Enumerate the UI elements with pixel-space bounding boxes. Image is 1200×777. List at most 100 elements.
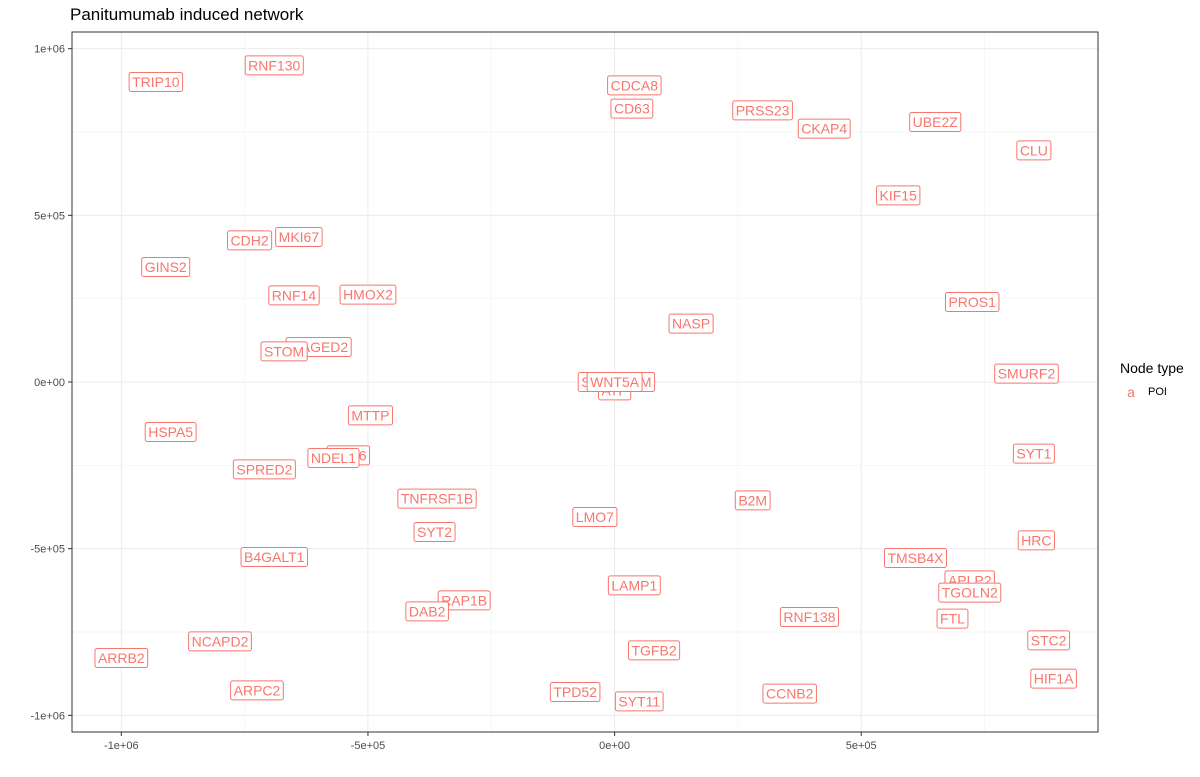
label-box	[762, 683, 817, 704]
label-text: HSPA5	[148, 424, 193, 440]
point-label: PROS1	[944, 292, 1000, 312]
label-box	[586, 372, 643, 392]
point-label: HRC	[1017, 530, 1056, 551]
legend-label: POI	[1148, 386, 1167, 398]
point-label: CDH2	[227, 230, 273, 251]
label-box	[572, 507, 618, 527]
label-box	[668, 313, 714, 334]
label-box	[413, 522, 456, 542]
point-label: TGOLN2	[938, 582, 1002, 603]
y-tick-label: 5e+05	[34, 210, 65, 222]
label-box	[734, 490, 771, 511]
label-text: B2M	[738, 492, 767, 508]
label-box	[141, 257, 191, 277]
point-label: NDEL1	[307, 448, 360, 468]
label-text: PRSS23	[736, 102, 790, 118]
point-label: CKAP4	[797, 118, 851, 139]
label-box	[405, 601, 449, 622]
legend-entry: a POI	[1120, 384, 1200, 400]
label-text: MTTP	[351, 407, 389, 423]
label-text: SYT1	[1016, 446, 1051, 462]
point-label: SYT11	[614, 691, 664, 712]
label-text: CCNB2	[766, 686, 814, 702]
point-label: LAMP1	[607, 575, 661, 596]
point-label: RNF130	[244, 55, 304, 76]
x-tick-label: 0e+00	[599, 740, 630, 752]
point-label: KIF15	[876, 185, 921, 206]
point-label: CCNB2	[762, 683, 817, 704]
y-tick-label: -5e+05	[30, 544, 65, 556]
label-box	[627, 640, 681, 661]
label-text: KIF15	[880, 187, 918, 203]
y-tick-label: 0e+00	[34, 377, 65, 389]
label-box	[437, 590, 491, 611]
label-box	[397, 488, 477, 509]
label-text: TGOLN2	[942, 585, 998, 601]
label-box	[944, 292, 1000, 312]
label-box	[909, 112, 962, 132]
point-label: TNFRSF1B	[397, 488, 477, 509]
point-label: FTL	[936, 608, 969, 629]
point-label: HMOX2	[339, 284, 397, 305]
label-text: TGFB2	[631, 642, 676, 658]
label-text: RNF138	[783, 609, 835, 625]
label-box	[1016, 140, 1052, 161]
label-text: RNF14	[272, 287, 317, 303]
label-box	[268, 285, 320, 306]
point-label: HSPA5	[144, 422, 197, 442]
point-label: STC2	[1027, 630, 1071, 651]
x-tick-label: -5e+05	[351, 740, 386, 752]
point-label: LMO7	[572, 507, 618, 527]
label-text: TNFRSF1B	[401, 491, 473, 507]
label-box	[1012, 443, 1055, 464]
label-box	[232, 459, 296, 480]
label-box	[610, 98, 654, 119]
point-label: RNF138	[779, 607, 840, 627]
label-text: CDCA8	[611, 77, 659, 93]
point-label: B2M	[734, 490, 771, 511]
label-box	[94, 648, 149, 668]
label-text: RAP1B	[441, 592, 487, 608]
point-label: TRIP10	[128, 72, 184, 92]
x-tick-label: -1e+06	[104, 740, 139, 752]
point-label: MKI67	[275, 227, 323, 247]
label-box	[227, 230, 273, 251]
label-text: NASP	[672, 316, 710, 332]
label-box	[607, 575, 661, 596]
label-text: CLU	[1020, 142, 1048, 158]
label-box	[347, 405, 393, 426]
label-box	[1030, 668, 1077, 689]
point-label: ARPC2	[230, 680, 284, 701]
label-box	[188, 631, 252, 652]
label-text: NCAPD2	[192, 633, 249, 649]
label-box	[307, 448, 360, 468]
point-label: RAP1B	[437, 590, 491, 611]
label-box	[883, 548, 947, 568]
point-label: WNT5A	[586, 372, 643, 392]
point-label: DAB2	[405, 601, 449, 622]
point-label: HIF1A	[1030, 668, 1077, 689]
label-text: STOM	[264, 343, 304, 359]
label-text: CD63	[614, 101, 650, 117]
point-label: TMSB4X	[883, 548, 947, 568]
label-box	[549, 682, 601, 702]
legend-key: a	[1127, 384, 1135, 400]
y-tick-label: -1e+06	[30, 710, 65, 722]
point-label: TPD52	[549, 682, 601, 702]
label-text: HMOX2	[343, 287, 393, 303]
label-box	[936, 608, 969, 629]
label-box	[876, 185, 921, 206]
label-box	[128, 72, 184, 92]
label-box	[938, 582, 1002, 603]
label-text: FTL	[940, 611, 965, 627]
label-text: LMO7	[576, 509, 614, 525]
label-text: TMSB4X	[887, 550, 944, 566]
legend-title: Node type	[1120, 360, 1184, 376]
point-label: MTTP	[347, 405, 393, 426]
point-label: SYT1	[1012, 443, 1055, 464]
label-box	[275, 227, 323, 247]
point-label: PRSS23	[732, 100, 793, 121]
label-text: DAB2	[409, 603, 446, 619]
label-text: UBE2Z	[913, 114, 959, 130]
